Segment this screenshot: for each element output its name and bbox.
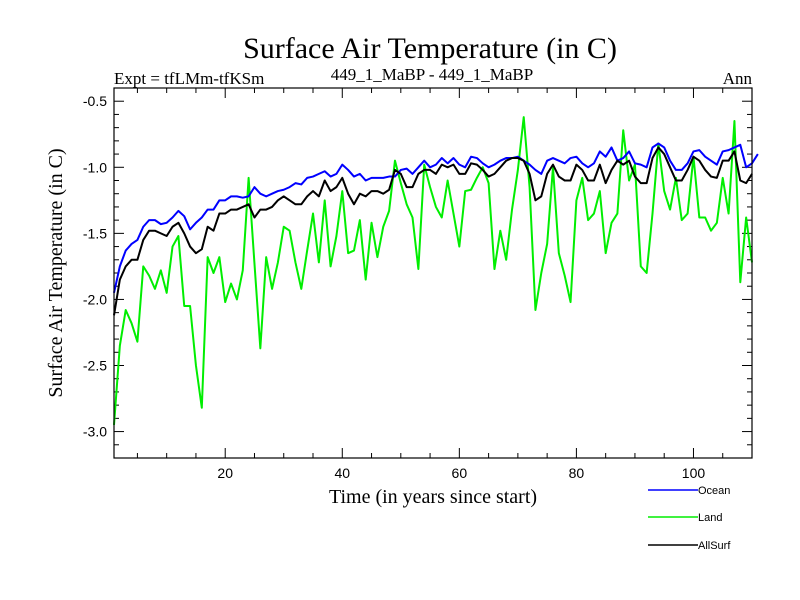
- y-tick-label: -0.5: [83, 93, 107, 109]
- series-line-ocean: [113, 142, 759, 294]
- series-lines: [113, 116, 759, 426]
- chart-title: Surface Air Temperature (in C): [243, 32, 617, 65]
- x-tick-label: 60: [452, 465, 468, 481]
- legend-label-allsurf: AllSurf: [698, 540, 731, 552]
- y-tick-label: -3.0: [83, 424, 107, 440]
- experiment-label: Expt = tfLMm-tfKSm: [114, 69, 264, 88]
- plot-frame: [113, 87, 753, 459]
- series-line-allsurf: [113, 146, 753, 316]
- y-tick-label: -1.0: [83, 159, 107, 175]
- legend-label-land: Land: [698, 512, 722, 524]
- y-axis-label: Surface Air Temperature (in C): [45, 148, 67, 397]
- y-tick-label: -1.5: [83, 225, 107, 241]
- x-tick-label: 80: [569, 465, 585, 481]
- legend-label-ocean: Ocean: [698, 485, 730, 497]
- x-tick-label: 40: [334, 465, 350, 481]
- x-tick-label: 100: [682, 465, 706, 481]
- y-tick-label: -2.0: [83, 291, 107, 307]
- season-label: Ann: [723, 69, 753, 88]
- series-line-land: [113, 116, 753, 426]
- legend: Ocean Land AllSurf: [648, 485, 731, 552]
- period-label: 449_1_MaBP - 449_1_MaBP: [331, 65, 533, 84]
- x-tick-label: 20: [217, 465, 233, 481]
- x-axis-label: Time (in years since start): [329, 486, 537, 508]
- y-tick-label: -2.5: [83, 358, 107, 374]
